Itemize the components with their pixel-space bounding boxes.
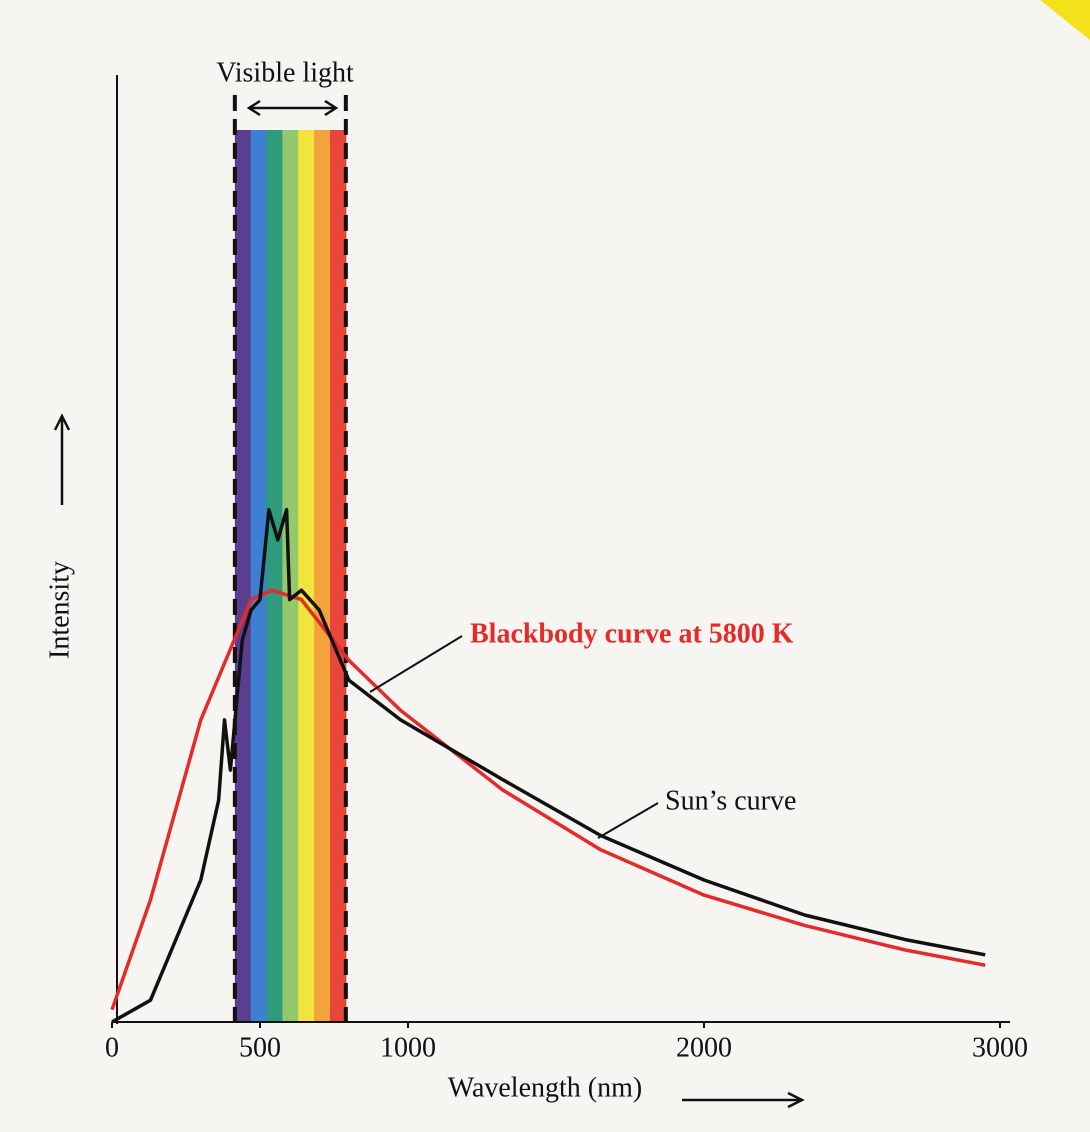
visible-light-label: Visible light <box>216 57 354 88</box>
curves <box>110 507 986 1024</box>
x-tick-label: 3000 <box>972 1032 1028 1063</box>
spectrum-stripe <box>282 130 299 1022</box>
spectrum-stripe <box>250 130 268 1022</box>
x-axis-label: Wavelength (nm) <box>448 1072 642 1103</box>
x-tick-label: 0 <box>105 1032 119 1063</box>
corner-decoration <box>1040 0 1090 40</box>
leader-line <box>369 635 463 693</box>
spectrum-stripe <box>314 130 331 1022</box>
x-tick-label: 2000 <box>676 1032 732 1063</box>
spectrum-stripe <box>329 130 347 1022</box>
leader-line <box>597 802 659 839</box>
x-arrow <box>682 1091 805 1109</box>
visible-band <box>232 95 348 1022</box>
y-axis-label: Intensity <box>44 561 75 659</box>
spectrum-stripe <box>298 130 315 1022</box>
spectrum-stripe <box>266 130 283 1022</box>
x-tick-label: 500 <box>239 1032 281 1063</box>
series-line <box>111 507 986 1024</box>
x-tick-label: 1000 <box>380 1032 436 1063</box>
series-line <box>110 588 986 1011</box>
y-arrow <box>53 413 71 505</box>
legend-label: Sun’s curve <box>665 785 796 816</box>
visible-arrow <box>246 99 339 117</box>
spectrum-stripe <box>234 130 252 1022</box>
legend-label: Blackbody curve at 5800 K <box>470 618 794 649</box>
